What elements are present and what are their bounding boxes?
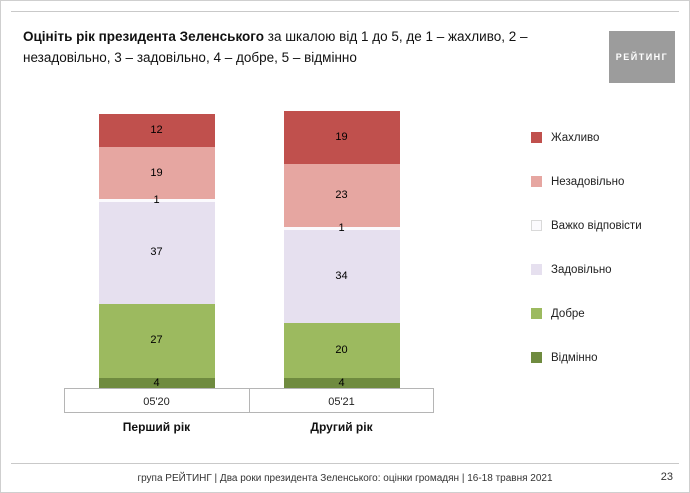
footer-text: група РЕЙТИНГ | Два роки президента Зеле… [137,473,553,484]
stacked-bar: 19 23 1 34 20 4 [283,111,400,389]
segment: 12 [98,114,215,147]
legend-item: Важко відповісти [531,219,642,232]
segment-value-label: 4 [338,377,345,389]
axis-tick [433,388,434,413]
segment-value-label: 19 [150,166,163,179]
legend-swatch-icon [531,352,542,363]
legend-label: Жахливо [551,131,600,144]
x-axis-label: 05'21 [328,396,355,408]
legend-item: Відмінно [531,351,642,364]
legend-label: Незадовільно [551,175,625,188]
x-axis-labels: 05'20 05'21 [64,396,434,408]
legend-swatch-icon [531,176,542,187]
segment: 4 [98,377,215,389]
bar-slot: 12 19 1 37 27 4 [64,111,249,389]
segment: 1 [98,195,215,206]
stacked-bar: 12 19 1 37 27 4 [98,114,215,389]
segment: 19 [98,147,215,200]
page-title-rest: за шкалою від 1 до 5, де 1 – жахливо, 2 … [23,29,528,65]
legend-item: Добре [531,307,642,320]
legend-item: Незадовільно [531,175,642,188]
x-axis-group-label: Другий рік [310,420,373,434]
rating-logo-text: РЕЙТИНГ [615,52,669,62]
rating-logo: РЕЙТИНГ [609,31,675,83]
legend-swatch-icon [531,132,542,143]
segment-value-label: 34 [335,269,348,282]
x-axis-label: 05'20 [143,396,170,408]
legend-label: Добре [551,307,585,320]
page-number: 23 [660,471,673,483]
segment-value-label: 1 [153,194,160,207]
segment-value-label: 12 [150,124,163,136]
page-title: Оцініть рік президента Зеленського за шк… [23,27,601,69]
segment: 4 [283,377,400,389]
legend-label: Відмінно [551,351,598,364]
x-axis-group-label: Перший рік [122,420,191,434]
segment-value-label: 23 [335,188,348,201]
segment-value-label: 20 [335,344,348,356]
segment-value-label: 1 [338,221,345,234]
segment: 19 [283,111,400,164]
segment: 20 [283,323,400,378]
top-divider [11,11,679,12]
legend-label: Важко відповісти [551,219,642,232]
segment: 34 [283,229,400,323]
segment-value-label: 4 [153,377,160,389]
axis-tick [64,388,65,413]
segment-value-label: 37 [150,246,163,259]
axis-tick [248,388,250,413]
legend-item: Задовільно [531,263,642,276]
legend-swatch-icon [531,264,542,275]
segment: 37 [98,202,215,304]
segment: 23 [283,163,400,227]
segment: 27 [98,303,215,378]
legend-label: Задовільно [551,263,612,276]
stacked-bar-chart: 12 19 1 37 27 4 19 23 1 34 20 4 05'20 05'21 Перший р… [64,99,434,436]
bottom-divider [11,463,679,464]
legend-swatch-icon [531,308,542,319]
x-axis-group-labels: Перший рік Другий рік [64,420,434,434]
chart-legend: Жахливо Незадовільно Важко відповісти Задов… [531,131,642,364]
legend-swatch-icon [531,220,542,231]
segment-value-label: 27 [150,334,163,347]
segment-value-label: 19 [335,130,348,143]
bars-area: 12 19 1 37 27 4 19 23 1 34 20 4 [64,111,434,389]
legend-item: Жахливо [531,131,642,144]
bar-slot: 19 23 1 34 20 4 [249,111,434,389]
page-title-bold: Оцініть рік президента Зеленського [23,29,264,44]
segment: 1 [283,222,400,233]
